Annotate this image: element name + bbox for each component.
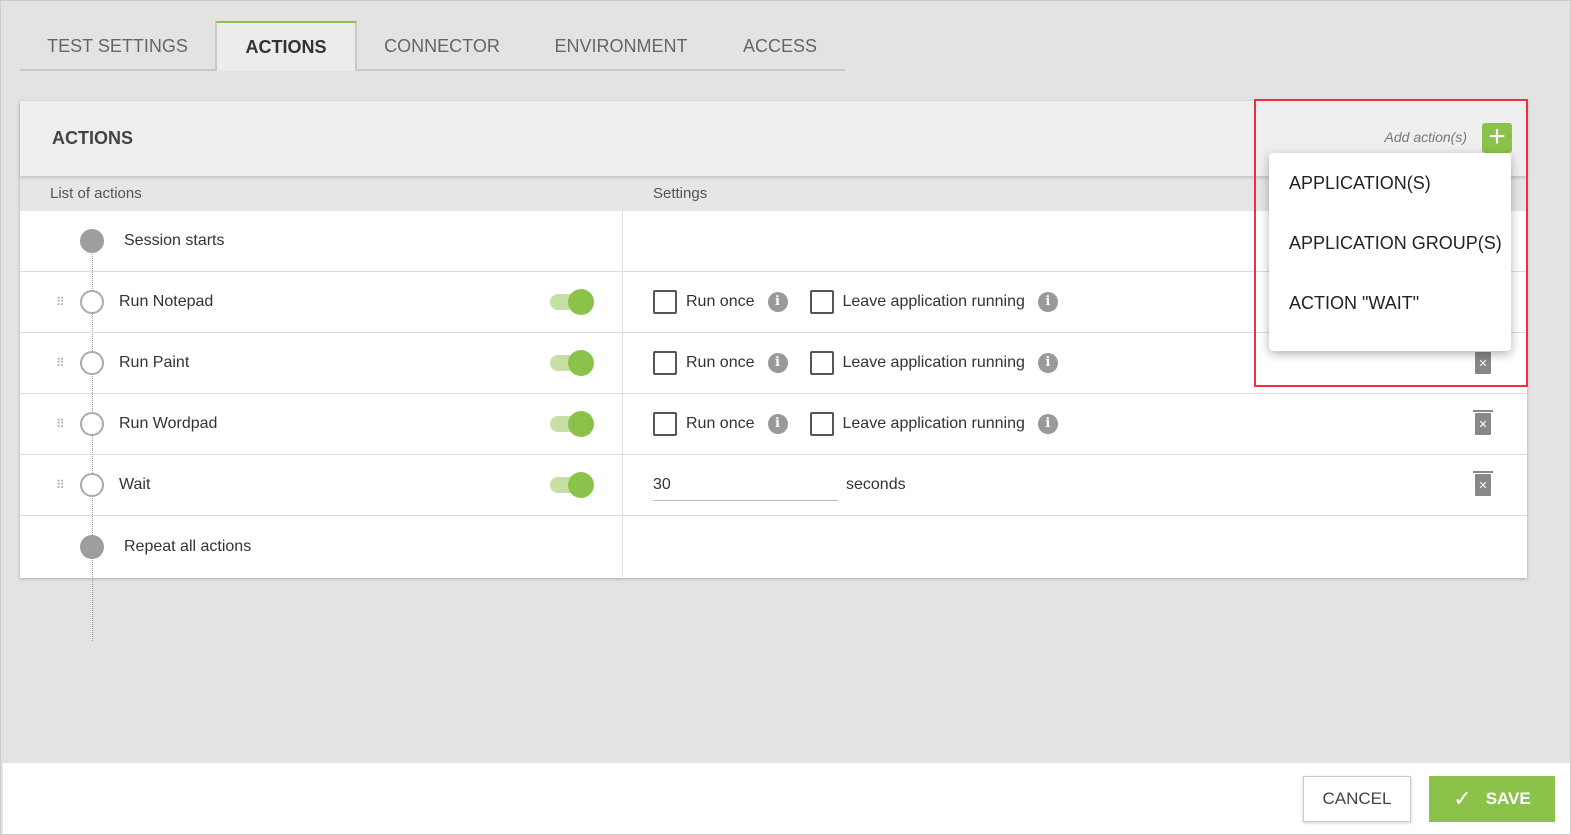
add-action-menu: APPLICATION(S) APPLICATION GROUP(S) ACTI… bbox=[1269, 153, 1511, 351]
info-icon[interactable]: i bbox=[767, 353, 788, 373]
info-icon[interactable]: i bbox=[1037, 414, 1058, 434]
row-label: Run Paint bbox=[119, 354, 190, 371]
enable-toggle[interactable] bbox=[550, 350, 594, 376]
seconds-label: seconds bbox=[846, 476, 906, 493]
drag-handle-icon[interactable]: ⠿ bbox=[56, 356, 67, 370]
step-circle-icon bbox=[80, 351, 104, 375]
tab-actions[interactable]: ACTIONS bbox=[215, 21, 357, 71]
highlight-box bbox=[1254, 99, 1528, 387]
table-row: Repeat all actions bbox=[20, 516, 1527, 577]
wait-seconds-input[interactable] bbox=[653, 469, 838, 501]
run-once-checkbox[interactable] bbox=[653, 290, 677, 314]
leave-running-checkbox[interactable] bbox=[809, 351, 834, 375]
tab-test-settings[interactable]: TEST SETTINGS bbox=[47, 35, 188, 56]
enable-toggle[interactable] bbox=[550, 289, 594, 315]
menu-item-applications[interactable]: APPLICATION(S) bbox=[1289, 172, 1431, 193]
cancel-button[interactable]: CANCEL bbox=[1303, 776, 1411, 822]
table-row: ⠿ Run Paint Run once i Leave application ru… bbox=[20, 333, 1527, 394]
info-icon[interactable]: i bbox=[767, 414, 788, 434]
menu-item-action-wait[interactable]: ACTION "WAIT" bbox=[1289, 292, 1420, 313]
col-list-of-actions: List of actions bbox=[50, 185, 142, 202]
save-label: SAVE bbox=[1485, 789, 1531, 808]
timeline-line bbox=[92, 241, 93, 641]
add-action-button[interactable]: + bbox=[1482, 122, 1512, 153]
step-circle-icon bbox=[80, 412, 104, 436]
row-label: Wait bbox=[119, 476, 151, 493]
table-row: ⠿ Wait seconds ✕ bbox=[20, 455, 1527, 516]
run-once-checkbox[interactable] bbox=[653, 351, 677, 375]
step-circle-icon bbox=[80, 473, 104, 497]
tab-environment[interactable]: ENVIRONMENT bbox=[554, 35, 688, 56]
start-dot-icon bbox=[80, 229, 104, 253]
step-circle-icon bbox=[80, 290, 104, 314]
tab-access[interactable]: ACCESS bbox=[742, 35, 818, 56]
leave-running-checkbox[interactable] bbox=[809, 412, 834, 436]
check-icon: ✓ bbox=[1453, 786, 1472, 811]
row-label: Run Notepad bbox=[119, 293, 214, 310]
table-row: Session starts bbox=[20, 211, 1527, 272]
row-label: Repeat all actions bbox=[124, 537, 252, 555]
enable-toggle[interactable] bbox=[550, 472, 594, 498]
run-once-label: Run once bbox=[686, 354, 755, 371]
delete-icon[interactable]: ✕ bbox=[1473, 471, 1493, 496]
info-icon[interactable]: i bbox=[767, 292, 788, 312]
drag-handle-icon[interactable]: ⠿ bbox=[56, 478, 67, 492]
drag-handle-icon[interactable]: ⠿ bbox=[56, 295, 67, 309]
row-label: Session starts bbox=[124, 232, 225, 249]
tab-bar: TEST SETTINGS ACTIONS CONNECTOR ENVIRONM… bbox=[20, 21, 845, 71]
tab-connector[interactable]: CONNECTOR bbox=[384, 35, 500, 56]
panel-title: ACTIONS bbox=[52, 128, 133, 148]
end-dot-icon bbox=[80, 534, 104, 559]
leave-running-label: Leave application running bbox=[842, 293, 1025, 310]
leave-running-checkbox[interactable] bbox=[809, 290, 834, 314]
run-once-label: Run once bbox=[686, 415, 755, 432]
delete-icon[interactable]: ✕ bbox=[1473, 410, 1493, 435]
enable-toggle[interactable] bbox=[550, 411, 594, 437]
info-icon[interactable]: i bbox=[1037, 292, 1058, 312]
row-label: Run Wordpad bbox=[119, 415, 218, 432]
save-button[interactable]: ✓ SAVE bbox=[1429, 776, 1555, 822]
col-settings: Settings bbox=[653, 185, 708, 202]
leave-running-label: Leave application running bbox=[842, 354, 1025, 371]
add-actions-label: Add action(s) bbox=[1384, 129, 1467, 145]
leave-running-label: Leave application running bbox=[842, 415, 1025, 432]
drag-handle-icon[interactable]: ⠿ bbox=[56, 417, 67, 431]
table-row: ⠿ Run Wordpad Run once i Leave application … bbox=[20, 394, 1527, 455]
run-once-checkbox[interactable] bbox=[653, 412, 677, 436]
menu-item-application-groups[interactable]: APPLICATION GROUP(S) bbox=[1289, 232, 1502, 253]
table-row: ⠿ Run Notepad Run once i Leave application … bbox=[20, 272, 1527, 333]
info-icon[interactable]: i bbox=[1037, 353, 1058, 373]
run-once-label: Run once bbox=[686, 293, 755, 310]
